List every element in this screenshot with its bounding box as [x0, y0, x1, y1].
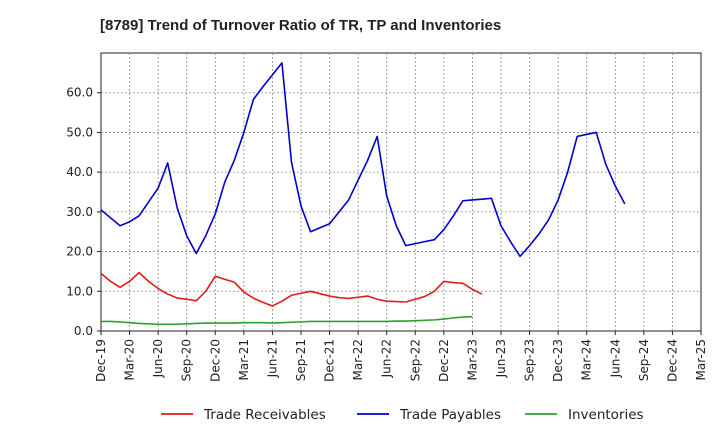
- legend: Trade Receivables Trade Payables Inventori…: [161, 407, 644, 423]
- y-tick-label: 40.0: [66, 165, 93, 179]
- chart-title: [8789] Trend of Turnover Ratio of TR, TP…: [100, 17, 501, 34]
- x-tick-label: Jun-21: [265, 339, 279, 378]
- x-tick-label: Sep-24: [637, 339, 651, 381]
- x-tick-label: Jun-22: [380, 339, 394, 378]
- x-tick-label: Dec-22: [437, 339, 451, 382]
- y-tick-label: 30.0: [66, 205, 93, 219]
- x-tick-label: Jun-20: [151, 339, 165, 378]
- x-tick-label: Mar-20: [123, 339, 137, 380]
- series-lines: [100, 62, 626, 326]
- x-axis-ticks: Dec-19 Mar-20 Jun-20 Sep-20 Dec-20 Mar-21 Jun-…: [94, 331, 708, 382]
- series-line-inventories: [101, 315, 473, 326]
- series-line-trade-receivables: [100, 271, 483, 307]
- x-tick-label: Dec-21: [323, 339, 337, 382]
- x-tick-label: Mar-23: [465, 339, 479, 380]
- y-tick-label: 60.0: [66, 86, 93, 100]
- x-tick-label: Sep-20: [180, 339, 194, 381]
- plot-area: [100, 52, 702, 332]
- x-tick-label: Jun-24: [608, 339, 622, 378]
- x-tick-label: Sep-22: [408, 339, 422, 381]
- y-tick-label: 50.0: [66, 125, 93, 139]
- x-tick-label: Dec-20: [208, 339, 222, 382]
- y-tick-label: 10.0: [66, 284, 93, 298]
- x-tick-label: Dec-19: [94, 339, 108, 382]
- grid-lines: [101, 53, 701, 331]
- x-tick-label: Jun-23: [494, 339, 508, 378]
- x-tick-label: Dec-24: [665, 339, 679, 382]
- y-tick-label: 0.0: [74, 324, 93, 338]
- x-tick-label: Mar-21: [237, 339, 251, 380]
- x-tick-label: Mar-25: [694, 339, 708, 380]
- y-tick-label: 20.0: [66, 245, 93, 259]
- legend-label: Inventories: [568, 407, 644, 423]
- x-tick-label: Sep-21: [294, 339, 308, 381]
- y-axis-ticks: 0.0 10.0 20.0 30.0 40.0 50.0 60.0: [66, 86, 101, 338]
- series-line-trade-payables: [100, 62, 626, 258]
- x-tick-label: Mar-24: [580, 339, 594, 380]
- x-tick-label: Mar-22: [351, 339, 365, 380]
- x-tick-label: Sep-23: [523, 339, 537, 381]
- legend-label: Trade Receivables: [203, 407, 326, 423]
- x-tick-label: Dec-23: [551, 339, 565, 382]
- legend-label: Trade Payables: [399, 407, 501, 423]
